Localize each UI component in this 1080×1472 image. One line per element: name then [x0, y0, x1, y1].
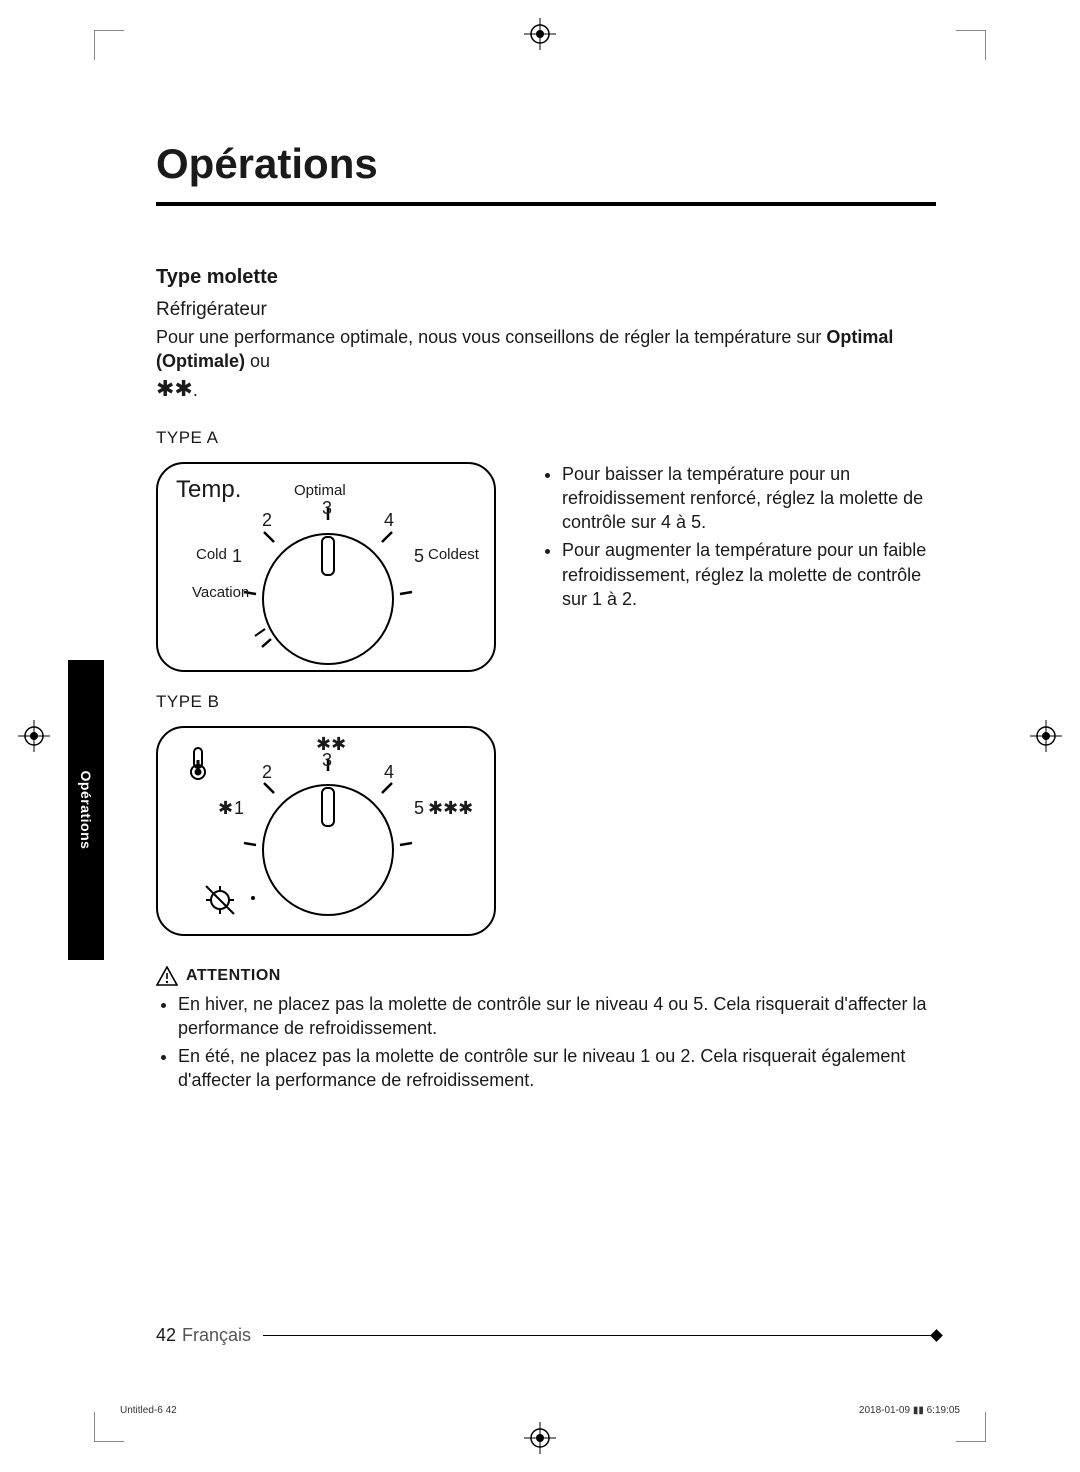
stars-icon: ✱✱. — [156, 376, 936, 402]
dial-type-b: ✱✱ 3 2 4 ✱ 1 5 ✱✱✱ — [156, 726, 496, 936]
footer-language: Français — [182, 1325, 251, 1346]
attention-heading: ATTENTION — [156, 966, 936, 986]
print-meta-right: 2018-01-09 ▮▮ 6:19:05 — [859, 1405, 960, 1416]
dial-2: 2 — [262, 510, 272, 531]
type-b-label: TYPE B — [156, 692, 936, 712]
crop-mark — [94, 1412, 124, 1442]
title-rule — [156, 202, 936, 206]
dial-b-2: 2 — [262, 762, 272, 783]
type-a-label: TYPE A — [156, 428, 936, 448]
intro-post: ou — [245, 351, 270, 371]
dial-b-3: 3 — [322, 750, 332, 771]
cold-label: Cold — [196, 546, 227, 563]
intro-text: Pour une performance optimale, nous vous… — [156, 325, 936, 374]
attention-list: En hiver, ne placez pas la molette de co… — [156, 992, 936, 1093]
print-meta-left: Untitled-6 42 — [120, 1405, 177, 1416]
registration-mark-icon — [1030, 720, 1062, 752]
content-area: Opérations Type molette Réfrigérateur Po… — [156, 140, 936, 1097]
dial-5: 5 — [414, 546, 424, 567]
dial-1: 1 — [232, 546, 242, 567]
warning-icon — [156, 966, 178, 986]
crop-mark — [956, 1412, 986, 1442]
crop-mark — [956, 30, 986, 60]
list-item: Pour baisser la température pour un refr… — [562, 462, 936, 535]
registration-mark-icon — [524, 18, 556, 50]
registration-mark-icon — [524, 1422, 556, 1454]
instructions-list: Pour baisser la température pour un refr… — [540, 462, 936, 616]
dial-b-5: 5 — [414, 798, 424, 819]
page-number: 42 — [156, 1325, 176, 1346]
crop-mark — [94, 30, 124, 60]
section-tab: Opérations — [68, 660, 104, 960]
intro-pre: Pour une performance optimale, nous vous… — [156, 327, 826, 347]
vacation-label: Vacation — [192, 584, 249, 601]
dial-b-4: 4 — [384, 762, 394, 783]
page-title: Opérations — [156, 140, 936, 198]
section-title: Type molette — [156, 266, 936, 289]
optimal-label: Optimal — [294, 482, 346, 499]
stars-3-icon: ✱✱✱ — [428, 798, 473, 819]
dial-type-a: Temp. Optimal 3 2 — [156, 462, 496, 672]
subheading: Réfrigérateur — [156, 299, 936, 321]
coldest-label: Coldest — [428, 546, 479, 563]
page-footer: 42 Français — [156, 1325, 936, 1346]
list-item: En été, ne placez pas la molette de cont… — [178, 1044, 936, 1093]
manual-page: Opérations Opérations Type molette Réfri… — [0, 0, 1080, 1472]
section-tab-label: Opérations — [78, 771, 94, 850]
footer-rule — [263, 1335, 936, 1336]
dial-4: 4 — [384, 510, 394, 531]
dial-3: 3 — [322, 498, 332, 519]
star-1-icon: ✱ — [218, 798, 233, 819]
dial-b-1: 1 — [234, 798, 244, 819]
attention-label: ATTENTION — [186, 967, 281, 985]
list-item: En hiver, ne placez pas la molette de co… — [178, 992, 936, 1041]
registration-mark-icon — [18, 720, 50, 752]
list-item: Pour augmenter la température pour un fa… — [562, 538, 936, 611]
